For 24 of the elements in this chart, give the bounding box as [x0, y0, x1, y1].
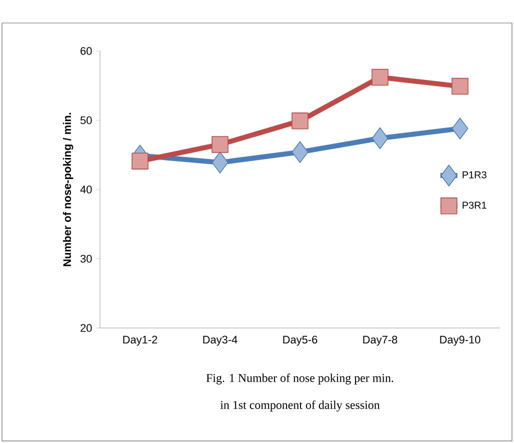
- text: in 1st component of daily session: [220, 400, 380, 412]
- point: [212, 136, 228, 153]
- point: [372, 127, 388, 150]
- y-tick-label: 60: [80, 47, 92, 55]
- y-tick-label: 20: [80, 324, 92, 332]
- y-tick-label: 40: [80, 186, 92, 194]
- x-tick-label: Day5-6: [283, 336, 318, 346]
- x-tick-label: Day9-10: [440, 336, 480, 346]
- point: [132, 152, 148, 170]
- point: [212, 152, 228, 174]
- point: [292, 112, 308, 130]
- point: [452, 118, 468, 140]
- legend-label: P3R1: [462, 202, 486, 209]
- point: [372, 68, 388, 86]
- x-tick-label: Day3-4: [203, 336, 238, 346]
- x-tick-label: Day7-8: [363, 336, 398, 346]
- point: [452, 78, 468, 95]
- legend-label: P1R3: [462, 171, 486, 178]
- y-axis-title: Number of nose-poking / min.: [62, 112, 74, 266]
- caption: Fig. 1 Number of nose poking per min.: [206, 373, 394, 384]
- point: [292, 141, 308, 163]
- y-tick-label: 30: [80, 254, 92, 263]
- y-tick-label: 50: [80, 116, 92, 124]
- x-tick-label: Day1-2: [123, 336, 158, 346]
